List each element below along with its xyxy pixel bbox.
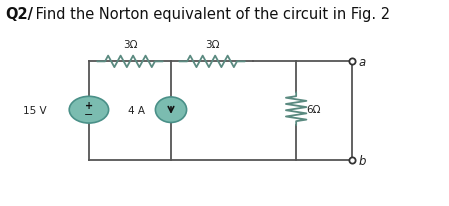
Text: 3Ω: 3Ω (123, 40, 137, 50)
Ellipse shape (155, 97, 187, 123)
Ellipse shape (69, 97, 109, 123)
Text: Find the Norton equivalent of the circuit in Fig. 2: Find the Norton equivalent of the circui… (31, 7, 391, 22)
Text: Q2/: Q2/ (5, 7, 33, 22)
Text: +: + (85, 101, 93, 111)
Text: 15 V: 15 V (23, 105, 47, 115)
Text: 3Ω: 3Ω (205, 40, 219, 50)
Text: 6Ω: 6Ω (306, 104, 321, 114)
Text: 4 A: 4 A (128, 105, 145, 115)
Text: a: a (359, 56, 366, 69)
Text: b: b (359, 154, 366, 167)
Text: −: − (84, 109, 93, 119)
